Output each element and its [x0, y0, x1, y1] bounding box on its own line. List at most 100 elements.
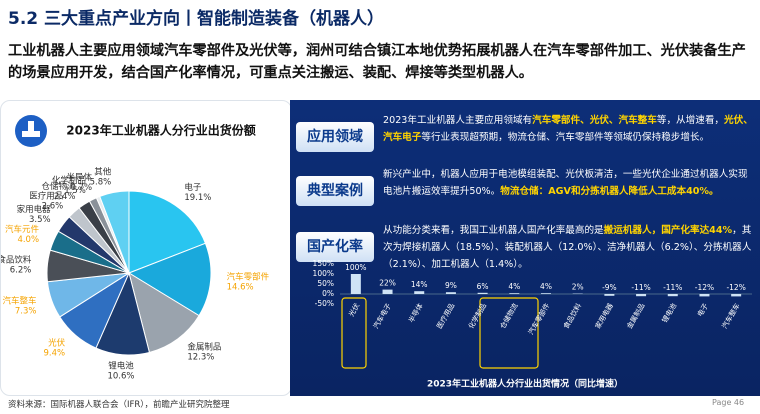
slice-value: 10.6%	[107, 371, 134, 381]
bar	[509, 293, 520, 294]
slice-name: 仓储物流	[41, 180, 76, 191]
section-label: 应用领域	[296, 122, 374, 152]
value-label: -11%	[663, 283, 682, 292]
slice-label: 半导体 0.7%	[67, 172, 93, 193]
slice-value: 4.0%	[17, 235, 39, 245]
chart-title: 2023年工业机器人分行业出货情况（同比增速）	[427, 378, 623, 390]
value-label: 100%	[345, 263, 366, 272]
y-tick-label: 150%	[313, 259, 334, 268]
y-tick-label: -50%	[315, 299, 334, 308]
source: 资料来源：国际机器人联合会（IFR），前瞻产业研究院整理	[8, 400, 230, 410]
slice-label: 医疗用品 2.6%	[29, 190, 63, 211]
bar	[445, 292, 456, 294]
slice-value: 2.6%	[42, 201, 64, 211]
section-text: 新兴产业中，机器人应用于电池模组装配、光伏板清洁，一些光伏企业通过机器人实现电池…	[383, 166, 753, 200]
value-label: -11%	[631, 283, 650, 292]
slice-label: 金属制品 12.3%	[187, 341, 221, 362]
pie-slice	[127, 242, 212, 317]
text-segment: 从功能分类来看，我国工业机器人国产化率最高的是	[383, 225, 604, 236]
slice-label: 仓储物流 2.4%	[41, 180, 76, 201]
x-tick-label: 食品饮料	[561, 302, 583, 331]
icon	[22, 131, 40, 137]
x-tick-label: 汽车零部件	[526, 302, 551, 337]
slice-name: 汽车整车	[2, 295, 36, 306]
slice-label: 光伏 9.4%	[44, 337, 66, 358]
value-label: -12%	[695, 283, 714, 292]
y-tick-label: 100%	[313, 269, 334, 278]
slice-label: 食品饮料 6.2%	[1, 254, 32, 275]
slice-label: 汽车整车 7.3%	[2, 295, 36, 316]
page-number: Page 46	[712, 398, 745, 407]
slice-name: 汽车零部件	[227, 271, 270, 282]
highlight-box	[479, 297, 539, 369]
slice-value: 3.5%	[29, 215, 51, 225]
text-segment: ，其次为焊接机器人（18.5%）、装配机器人（12.0%）、洁净机器人（6.2%…	[383, 225, 752, 270]
slice-value: 6.2%	[10, 265, 32, 275]
slice-name: 家用电器	[17, 204, 52, 215]
bar	[541, 293, 551, 294]
slice-value: 19.1%	[184, 193, 211, 203]
pie-slice	[128, 271, 200, 354]
text-segment: 2023年工业机器人主要应用领域有	[383, 115, 533, 126]
slice-label: 汽车元件 4.0%	[5, 224, 40, 245]
value-label: 22%	[379, 279, 396, 288]
slice-value: 14.6%	[227, 282, 254, 292]
x-tick-label: 仓储物流	[498, 302, 520, 331]
value-label: 2%	[572, 283, 584, 292]
value-label: -9%	[602, 283, 617, 292]
slice-name: 半导体	[67, 172, 93, 183]
text-segment: 等，从增速看，	[656, 115, 725, 126]
slice-label: 汽车零部件 14.6%	[227, 271, 270, 292]
bar	[382, 289, 393, 294]
bar	[667, 294, 678, 297]
chart-title: 2023年工业机器人分行业出货份额	[66, 123, 255, 138]
slice-value: 1.5%	[64, 185, 86, 195]
slice-name: 其他	[94, 166, 112, 177]
value-label: 4%	[540, 282, 552, 291]
text-segment: 搬运机器人，国产化率达44%	[603, 225, 733, 236]
info-panel: 应用领域 2023年工业机器人主要应用领域有汽车零部件、光伏、汽车整车等，从增速看…	[290, 100, 760, 396]
y-tick-label: 50%	[317, 279, 334, 288]
value-label: 14%	[411, 280, 428, 289]
slice-value: 5.8%	[90, 177, 112, 187]
section-text: 2023年工业机器人主要应用领域有汽车零部件、光伏、汽车整车等，从增速看，光伏、…	[383, 112, 753, 146]
bar	[604, 294, 615, 296]
section-label: 典型案例	[296, 176, 374, 206]
x-tick-label: 家用电器	[593, 302, 615, 331]
highlight-box	[341, 297, 367, 369]
slice-value: 12.3%	[187, 352, 214, 362]
slice-label: 化学制品 1.5%	[52, 174, 86, 195]
text-segment: 汽车零部件、光伏、汽车整车	[532, 115, 657, 126]
slide-title: 5.2 三大重点产业方向丨智能制造装备（机器人）	[8, 9, 385, 29]
pie-slice	[99, 190, 130, 274]
text-segment: 物流仓储：AGV和分拣机器人降低人工成本40%。	[500, 186, 719, 197]
slice-name: 化学制品	[52, 174, 86, 185]
text-segment: 新兴产业中，机器人应用于电池模组装配、光伏板清洁，一些光伏企业通过机器人实现电池…	[383, 169, 748, 197]
value-label: 6%	[477, 282, 489, 291]
value-label: 9%	[445, 281, 457, 290]
pie-chart: 2023年工业机器人分行业出货份额 电子 19.1% 汽车零部件 14.6% 金属制品 1…	[0, 115, 270, 381]
slice-name: 汽车元件	[5, 224, 40, 235]
x-tick-label: 医疗用品	[435, 302, 457, 331]
intro: 工业机器人主要应用领域汽车零部件及光伏等，润州可结合镇江本地优势拓展机器人在汽车…	[8, 43, 746, 81]
value-label: 4%	[508, 282, 520, 291]
pie-panel: 2023年工业机器人分行业出货份额 电子 19.1% 汽车零部件 14.6% 金属制品 1…	[0, 100, 292, 396]
slice-value: 7.3%	[15, 306, 37, 316]
slice-label: 电子 19.1%	[184, 182, 211, 203]
x-tick-label: 光伏	[347, 302, 362, 319]
bar	[350, 274, 361, 294]
slice-value: 9.4%	[44, 348, 66, 358]
x-tick-label: 金属制品	[625, 302, 647, 331]
slice-name: 电子	[184, 182, 202, 193]
x-tick-label: 电子	[695, 302, 710, 319]
x-tick-label: 汽车电子	[371, 302, 393, 331]
x-tick-label: 半导体	[406, 302, 424, 325]
slice-label: 锂电池 10.6%	[107, 360, 134, 381]
slice-value: 2.4%	[54, 191, 76, 201]
bar	[414, 291, 425, 294]
y-tick-label: 0%	[322, 289, 334, 298]
x-tick-label: 化学制品	[466, 302, 488, 331]
slice-value: 0.7%	[70, 183, 92, 193]
text-segment: 光伏、汽车电子	[383, 115, 753, 143]
bar	[731, 294, 742, 297]
